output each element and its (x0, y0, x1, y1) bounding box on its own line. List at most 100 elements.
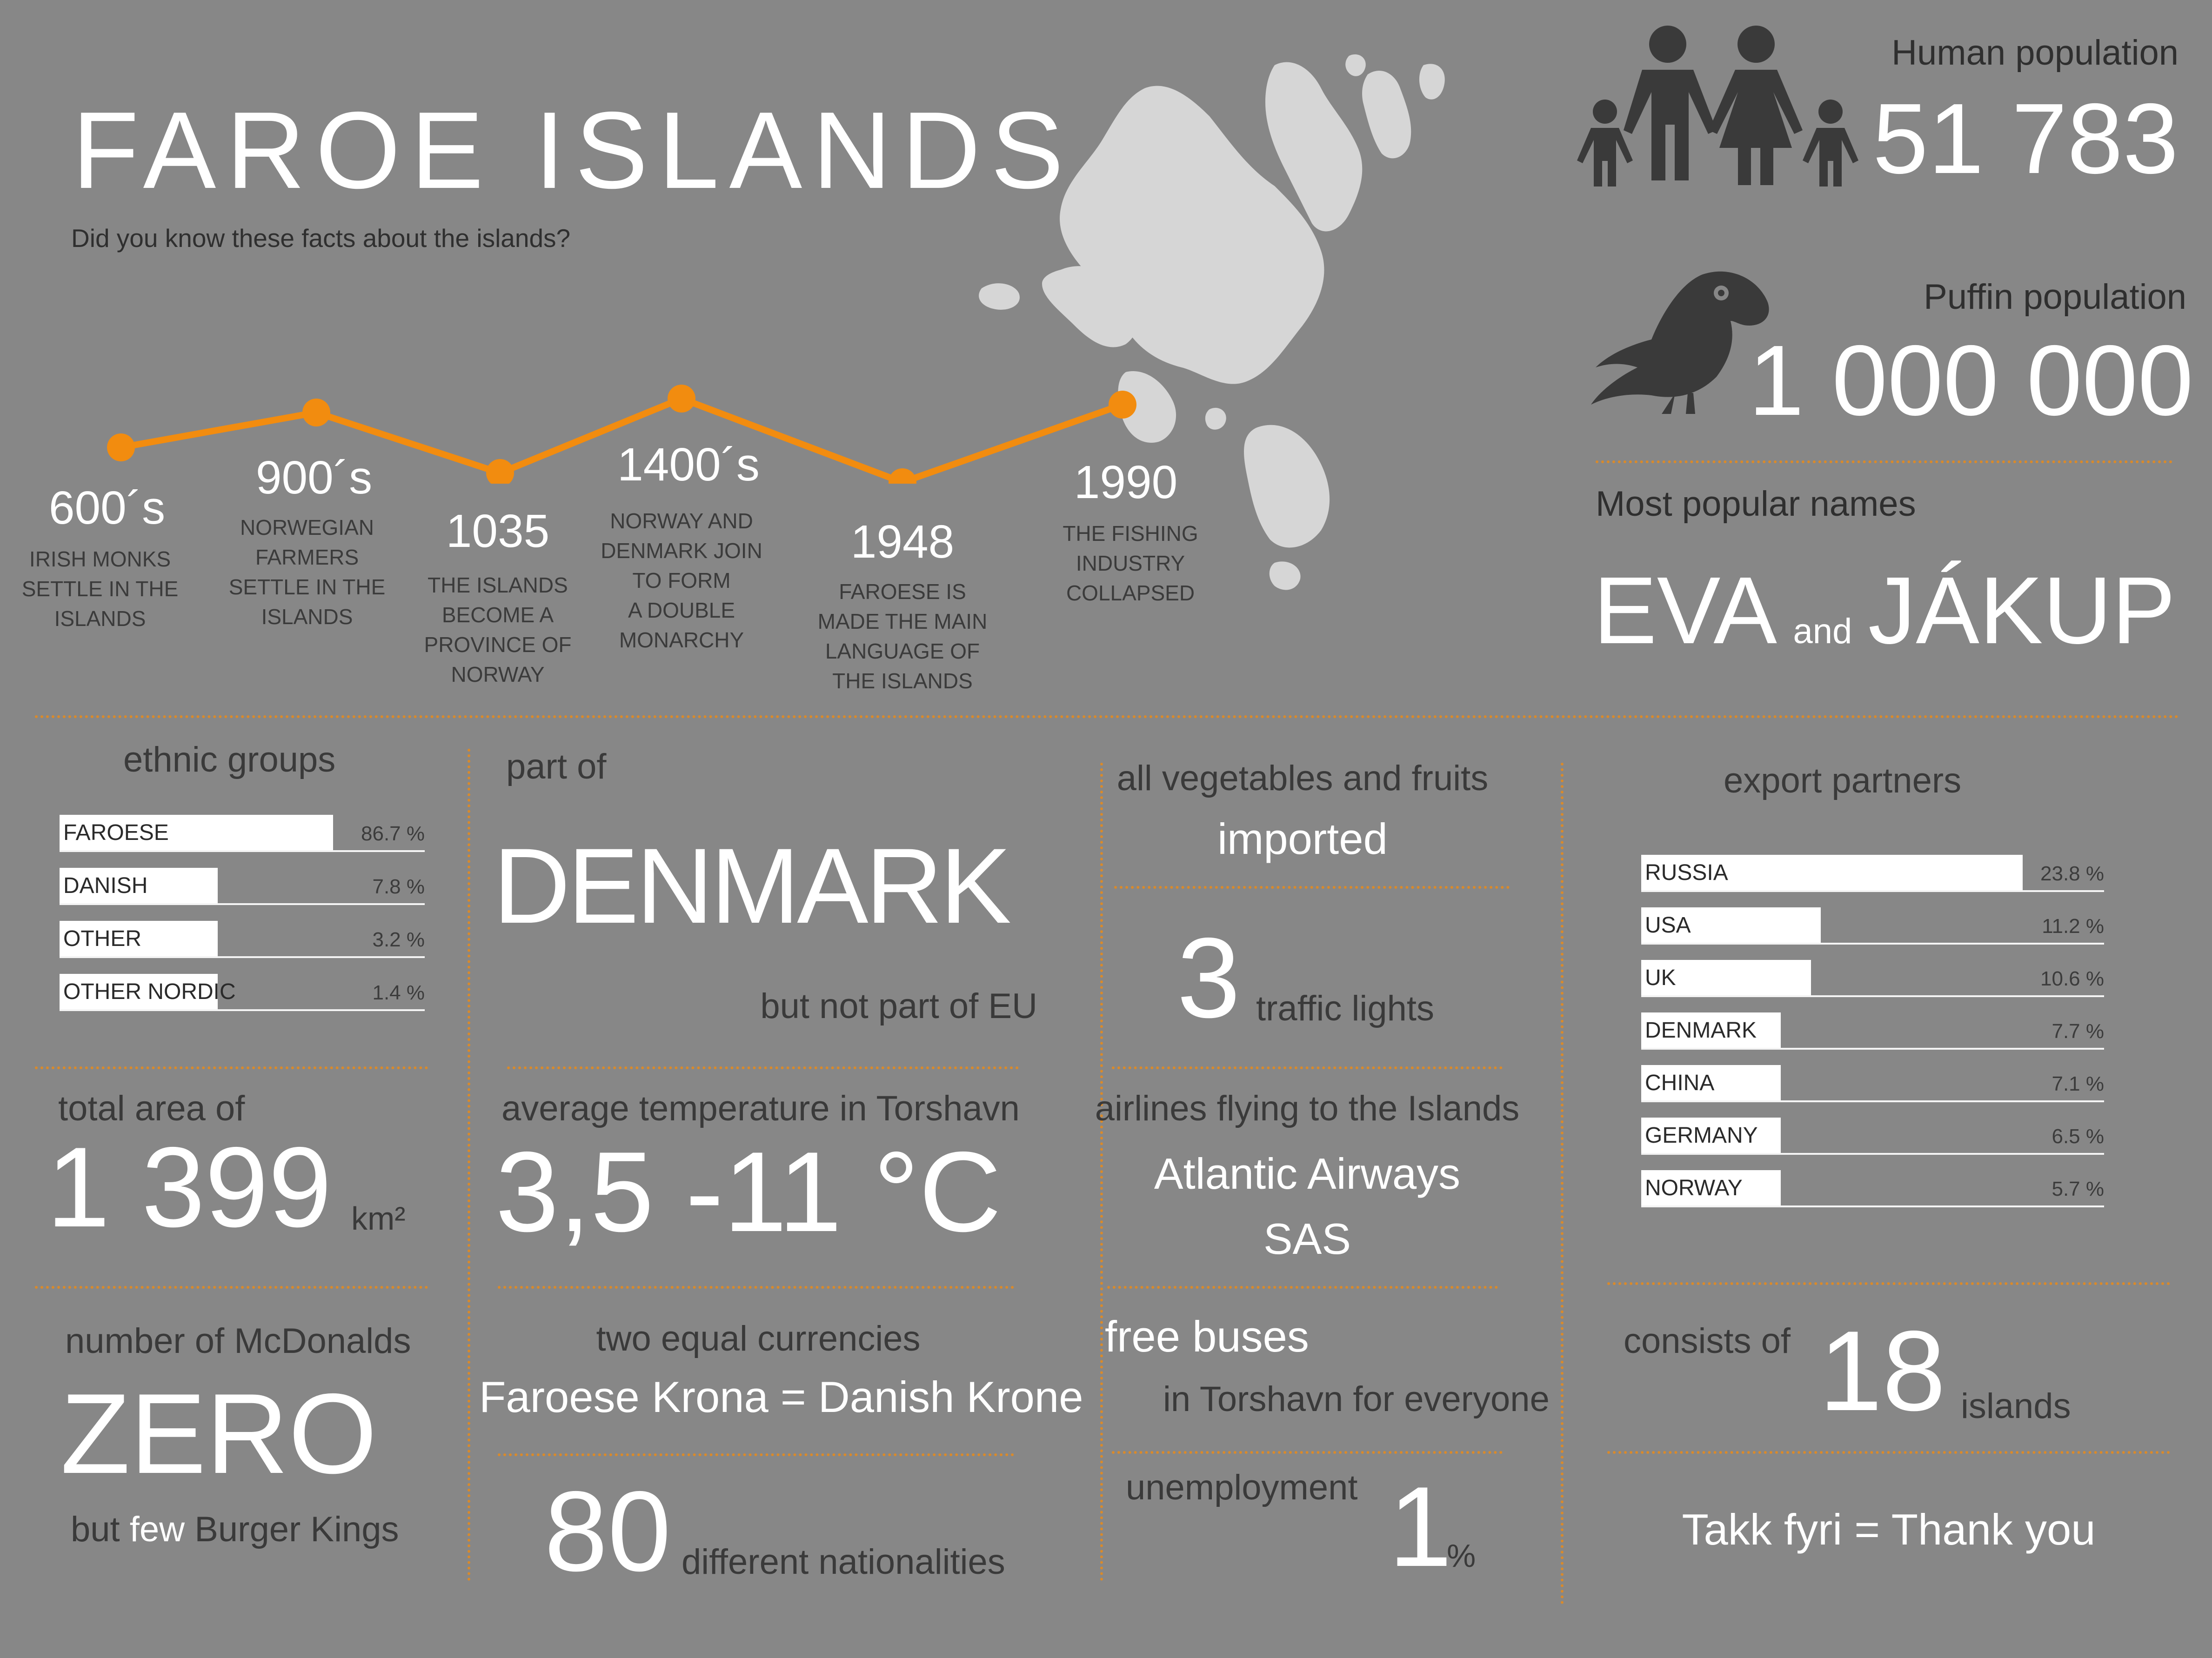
bar-value: 23.8 % (2040, 862, 2104, 885)
export-partners-title: export partners (1724, 761, 1962, 800)
bar-value: 3.2 % (372, 928, 425, 951)
bar-danish (60, 868, 218, 904)
human-population-value: 51 783 (1872, 82, 2179, 194)
bar-baseline (60, 956, 425, 958)
bar-baseline (1641, 995, 2104, 997)
page-title: FAROE ISLANDS (72, 89, 1074, 211)
timeline-dot-600s (107, 433, 135, 461)
bar-value: 86.7 % (361, 822, 425, 845)
area-value: 1 399 (47, 1123, 332, 1251)
bar-label: DANISH (63, 873, 148, 898)
puffin-population-label: Puffin population (1924, 277, 2186, 317)
part-of-note: but not part of EU (760, 986, 1037, 1026)
family-icon (1577, 26, 1858, 186)
divider-col-1 (468, 749, 470, 1581)
popular-name-boy: JÁKUP (1868, 557, 2176, 664)
islands-value: 18 (1819, 1307, 1946, 1434)
islands-label: consists of (1624, 1321, 1791, 1361)
bar-other-nordic (60, 974, 218, 1010)
timeline-year: 1990 (1074, 456, 1178, 508)
bar-label: CHINA (1645, 1071, 1715, 1095)
bar-value: 11.2 % (2042, 915, 2104, 938)
area-label: total area of (58, 1089, 245, 1128)
bar-label: GERMANY (1645, 1123, 1758, 1148)
temperature-value: 3,5 -11 °C (495, 1128, 1002, 1255)
divider-col-3 (1561, 763, 1564, 1605)
timeline-dot-1400s (668, 385, 695, 413)
bar-norway (1641, 1170, 1781, 1206)
divider-c4-2 (1607, 1451, 2170, 1454)
bar-baseline (60, 903, 425, 905)
unemployment-label: unemployment (1126, 1468, 1358, 1507)
airline-item: Atlantic Airways (1154, 1149, 1461, 1198)
faroe-islands-map (979, 54, 1445, 590)
temperature-label: average temperature in Torshavn (501, 1089, 1020, 1128)
bar-baseline (1641, 890, 2104, 892)
vegetables-line1: all vegetables and fruits (1116, 759, 1489, 798)
timeline-line (107, 385, 1136, 484)
bar-baseline (1641, 1205, 2104, 1207)
puffin-population-value: 1 000 000 (1748, 324, 2193, 436)
map-small-islet (1205, 407, 1226, 430)
currencies-value: Faroese Krona = Danish Krone (479, 1372, 1083, 1421)
part-of-value: DENMARK (493, 826, 1011, 946)
bar-baseline (1641, 1048, 2104, 1050)
nationalities-label: different nationalities (682, 1542, 1005, 1582)
unemployment-unit: % (1447, 1538, 1476, 1574)
bar-baseline (1641, 1100, 2104, 1102)
traffic-lights-label: traffic lights (1256, 989, 1434, 1028)
bar-label: OTHER NORDIC (63, 979, 236, 1004)
timeline-year: 1400´s (617, 439, 760, 491)
bar-label: DENMARK (1645, 1018, 1757, 1043)
map-islet-1 (1419, 64, 1445, 100)
timeline-dot-1948 (889, 468, 916, 484)
bar-uk (1641, 960, 1811, 996)
map-north-island (1265, 62, 1363, 232)
bar-baseline (1641, 943, 2104, 945)
timeline-event: THE FISHING INDUSTRY COLLAPSED (1063, 521, 1198, 605)
timeline-year: 900´s (255, 452, 373, 504)
bar-value: 10.6 % (2040, 967, 2104, 990)
area-unit: km² (351, 1200, 406, 1237)
timeline-event: FAROESE IS MADE THE MAIN LANGUAGE OF THE IS… (817, 579, 988, 693)
airline-item: SAS (1263, 1214, 1351, 1263)
page-subtitle: Did you know these facts about the islan… (71, 224, 571, 253)
timeline-dot-1990 (1109, 391, 1136, 419)
bar-label: NORWAY (1645, 1176, 1743, 1200)
bar-germany (1641, 1118, 1781, 1154)
bar-label: FAROESE (63, 820, 169, 845)
islands-unit: islands (1961, 1386, 2071, 1426)
bar-value: 7.8 % (372, 875, 425, 898)
timeline-path (120, 395, 1124, 484)
divider-c3-1 (1114, 886, 1510, 889)
vegetables-line2: imported (1217, 814, 1388, 863)
bar-russia (1641, 855, 2023, 891)
currencies-label: two equal currencies (596, 1319, 921, 1358)
bar-faroese (60, 815, 333, 851)
ethnic-groups-title: ethnic groups (123, 740, 336, 779)
map-south-island (1244, 425, 1330, 548)
bar-value: 5.7 % (2052, 1178, 2104, 1200)
timeline-event: NORWAY AND DENMARK JOIN TO FORM A DOUBLE MON… (601, 509, 762, 652)
popular-names: EVA and JÁKUP (1593, 563, 2175, 658)
bar-value: 7.1 % (2052, 1072, 2104, 1095)
divider-c3-4 (1112, 1451, 1503, 1454)
bar-label: UK (1645, 966, 1676, 990)
mcdonalds-note: but few Burger Kings (71, 1510, 399, 1549)
traffic-lights-value: 3 (1177, 914, 1241, 1041)
bar-usa (1641, 907, 1821, 944)
bar-label: USA (1645, 913, 1691, 938)
divider-main (35, 715, 2179, 718)
bar-label: RUSSIA (1645, 860, 1728, 885)
bar-baseline (60, 850, 425, 852)
bar-china (1641, 1065, 1781, 1101)
timeline-year: 1035 (446, 505, 550, 557)
buses-line2: in Torshavn for everyone (1163, 1379, 1550, 1419)
divider-c3-2 (1112, 1066, 1503, 1069)
popular-name-girl: EVA (1593, 557, 1777, 664)
divider-col-2 (1100, 763, 1103, 1581)
bar-baseline (60, 1009, 425, 1011)
divider-c2-1 (507, 1066, 1019, 1069)
bar-denmark (1641, 1012, 1781, 1049)
part-of-label: part of (506, 747, 607, 786)
